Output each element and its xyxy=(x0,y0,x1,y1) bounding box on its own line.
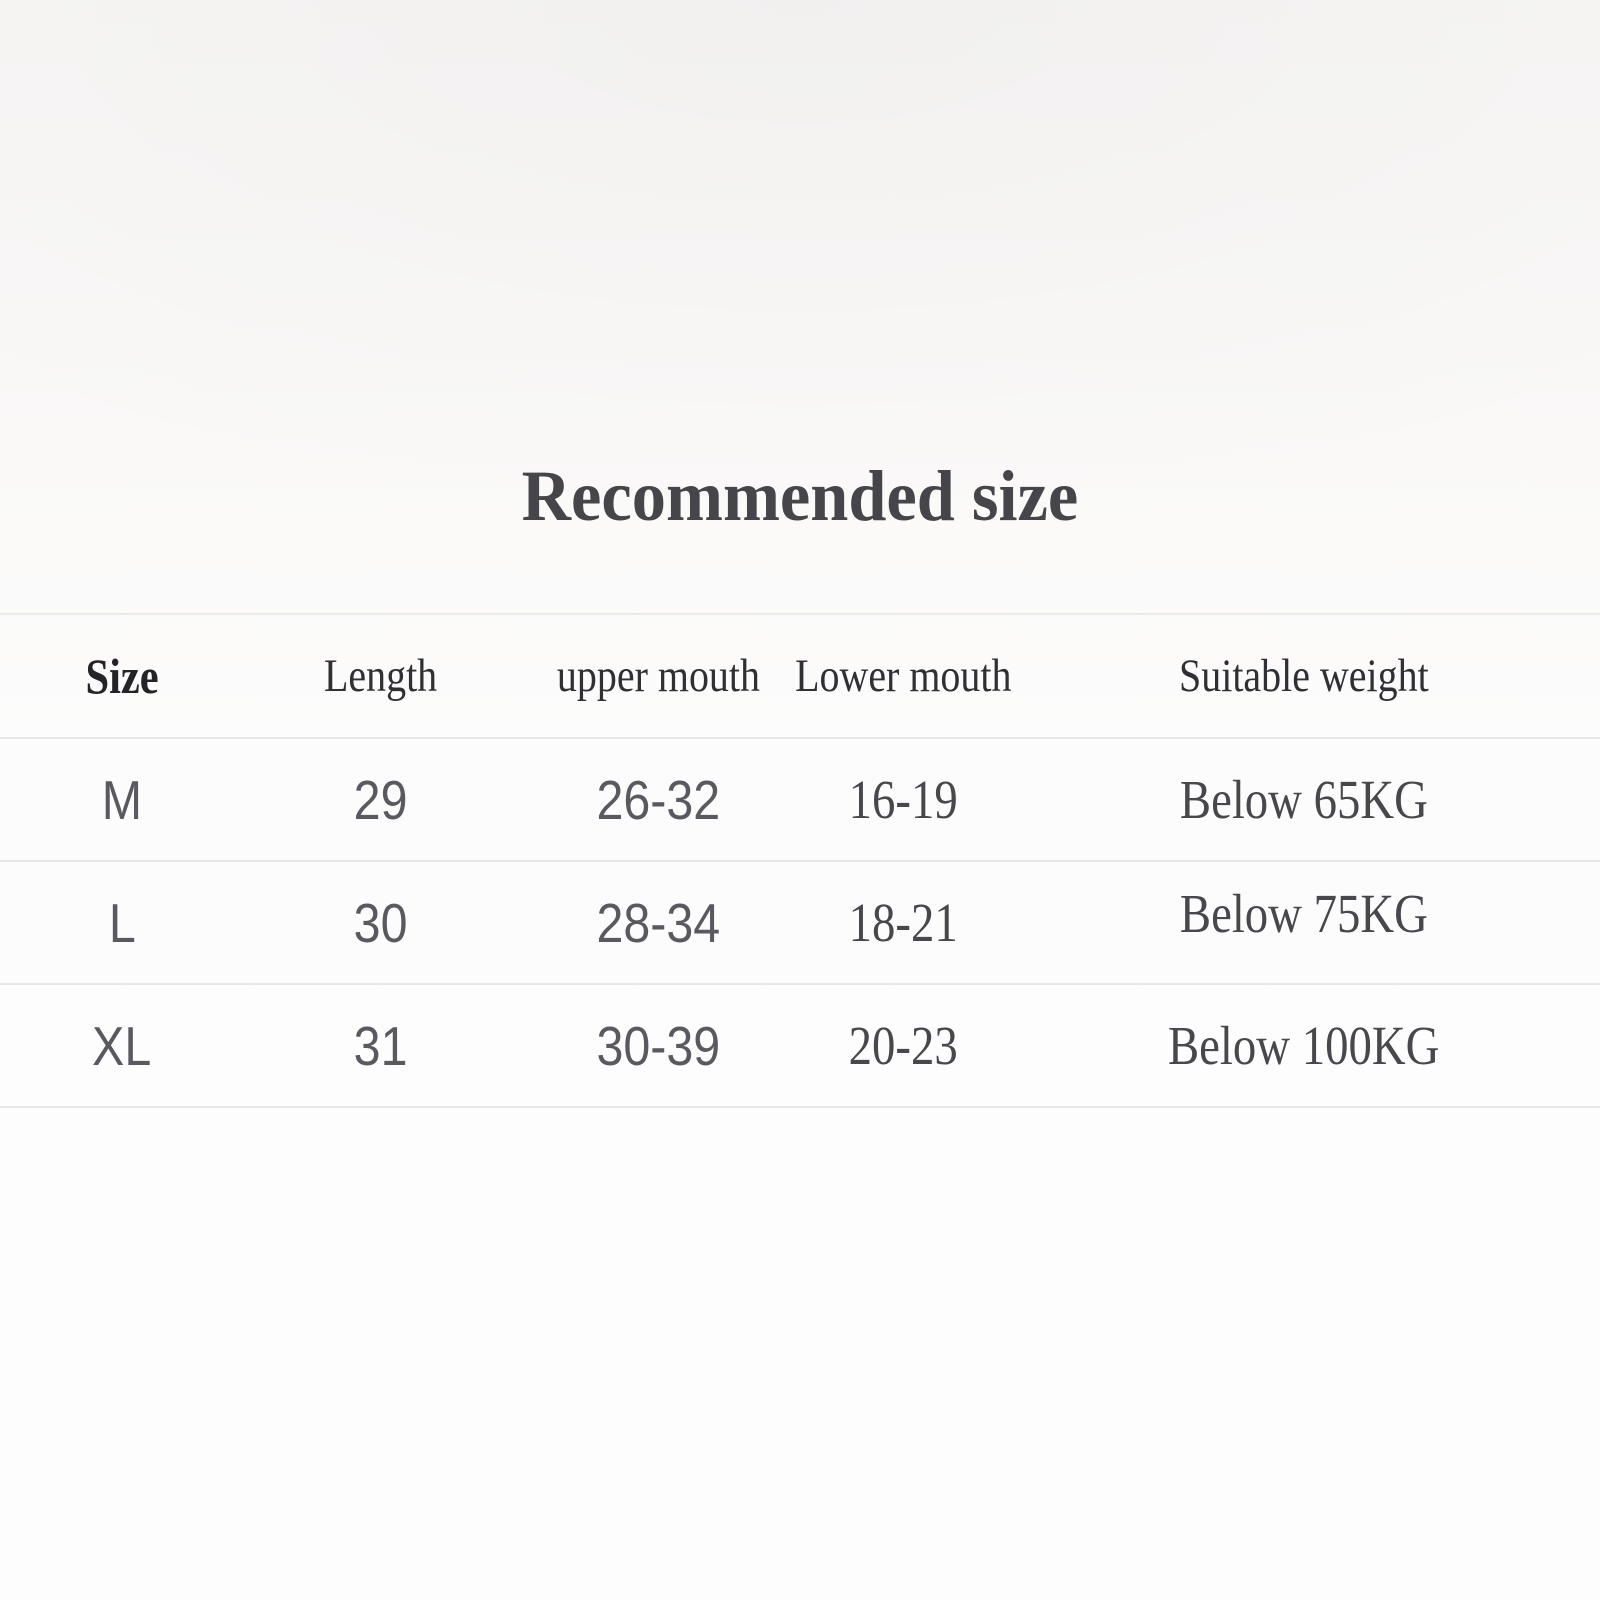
cell-lower-mouth: 18-21 xyxy=(848,892,958,953)
cell-length: 29 xyxy=(353,768,408,831)
cell-suitable-weight: Below 100KG xyxy=(1167,1015,1440,1076)
cell-lower-mouth: 20-23 xyxy=(848,1015,958,1076)
cell-size: M xyxy=(101,768,143,831)
page-title-text: Recommended size xyxy=(521,456,1079,536)
col-header-length: Length xyxy=(324,650,438,702)
cell-size: XL xyxy=(92,1014,152,1077)
cell-upper-mouth: 26-32 xyxy=(596,768,721,831)
cell-upper-mouth: 28-34 xyxy=(596,891,721,954)
table-row-xl: XL 31 30-39 20-23 Below 100KG xyxy=(0,983,1600,1108)
col-header-lower-mouth: Lower mouth xyxy=(795,650,1012,702)
table-row-m: M 29 26-32 16-19 Below 65KG xyxy=(0,737,1600,860)
col-header-upper-mouth: upper mouth xyxy=(556,650,760,702)
cell-size: L xyxy=(108,891,136,954)
cell-suitable-weight: Below 75KG xyxy=(1179,883,1428,944)
cell-length: 31 xyxy=(353,1014,408,1077)
col-header-size: Size xyxy=(85,648,159,704)
table-row-l: L 30 28-34 18-21 Below 75KG xyxy=(0,860,1600,983)
cell-length: 30 xyxy=(353,891,408,954)
cell-suitable-weight: Below 65KG xyxy=(1179,769,1428,830)
cell-lower-mouth: 16-19 xyxy=(848,769,958,830)
table-header-row: Size Length upper mouth Lower mouth Suit… xyxy=(0,613,1600,737)
cell-upper-mouth: 30-39 xyxy=(596,1014,721,1077)
col-header-suitable-weight: Suitable weight xyxy=(1178,650,1429,702)
page-title: Recommended size xyxy=(0,438,1600,554)
size-table: Size Length upper mouth Lower mouth Suit… xyxy=(0,613,1600,1108)
